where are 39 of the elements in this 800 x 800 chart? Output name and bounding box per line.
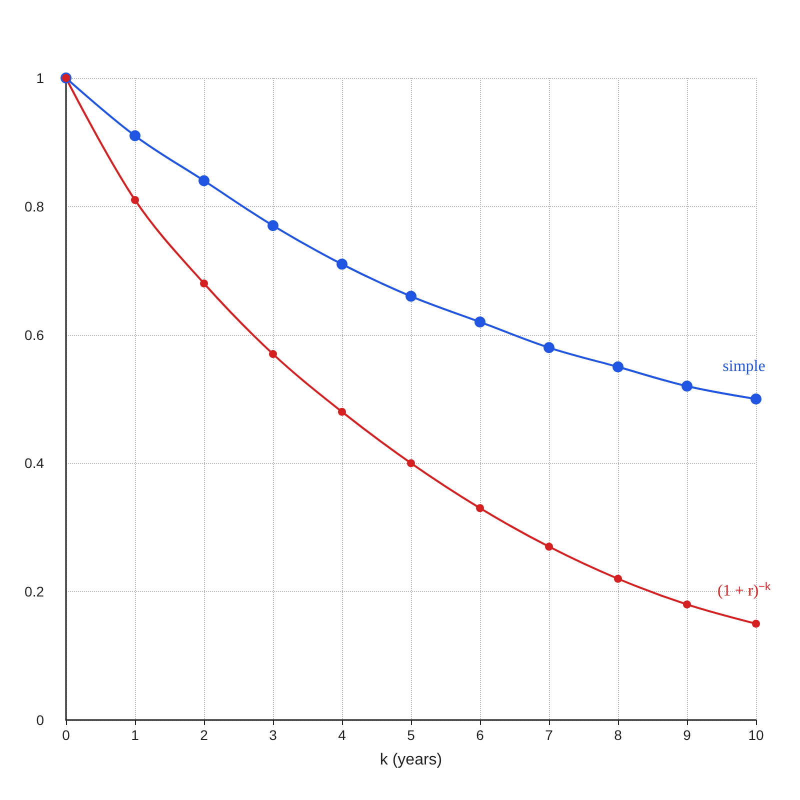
x-tick-label: 7 [545,727,554,743]
x-axis-title: k (years) [380,752,442,768]
point [406,290,416,302]
x-tick-label: 10 [748,727,764,743]
y-tick-label: 0.8 [24,198,44,214]
point [338,408,346,416]
point [476,504,484,512]
point [474,316,486,328]
point [200,279,208,288]
x-tick-label: 2 [200,727,208,743]
x-tick-label: 0 [62,727,70,743]
point [336,258,348,270]
point [614,574,622,583]
x-tick-label: 4 [338,727,346,743]
point [130,130,140,142]
point [131,196,139,204]
point [750,394,762,404]
x-tick-label: 8 [614,727,622,743]
point [268,220,278,232]
point [544,342,554,354]
point [683,600,691,608]
point [269,350,277,358]
x-tick-label: 3 [269,727,278,743]
y-tick-label: 0.6 [24,326,44,343]
x-tick-label: 9 [683,727,692,743]
y-tick-label: 0 [36,712,44,728]
y-tick-label: 0.2 [24,584,44,600]
point [545,542,553,551]
x-tick-label: 6 [476,727,484,743]
y-tick-label: 1 [36,70,44,86]
point [612,361,624,372]
point [752,620,760,628]
x-tick-label: 5 [407,727,416,743]
y-tick-label: 0.4 [24,455,44,472]
point [407,459,415,468]
point [682,380,692,392]
x-tick-label: 1 [131,727,140,743]
point [198,175,210,186]
series-label: simple [722,358,766,375]
